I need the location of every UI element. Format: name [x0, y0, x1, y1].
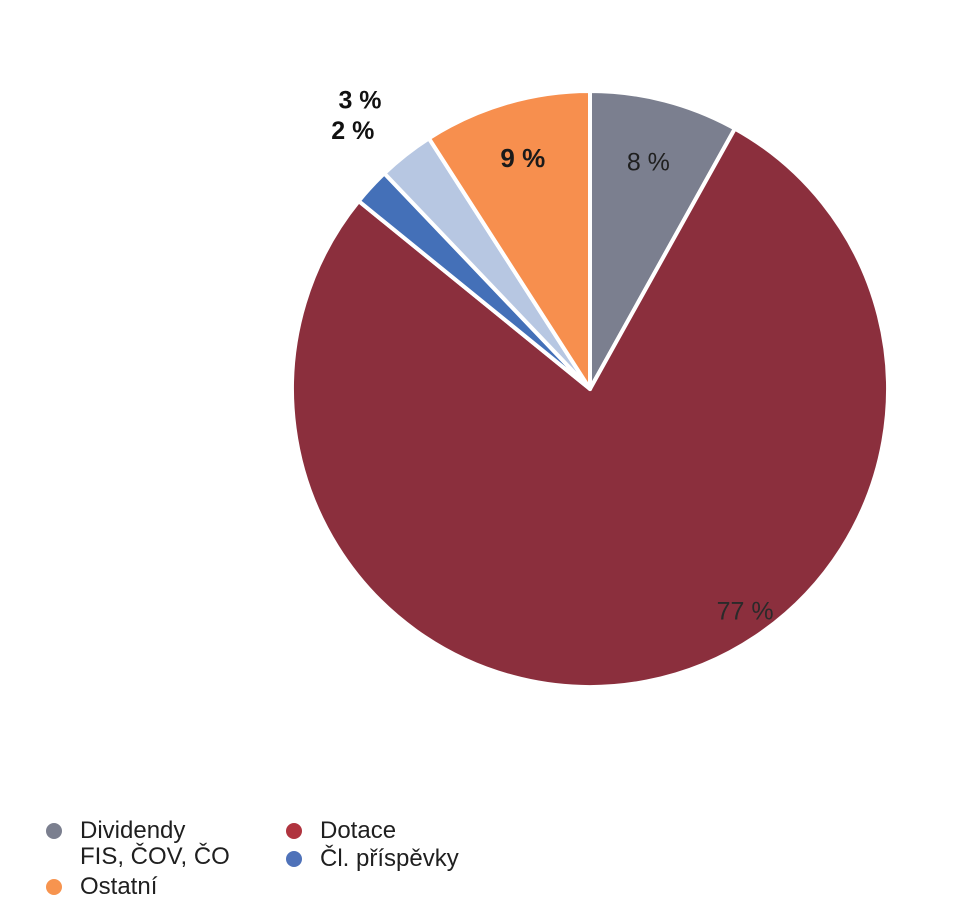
legend-item-ostatni: Ostatní	[46, 874, 157, 900]
legend-swatch-dividendy	[46, 823, 62, 839]
pie-slice-0	[588, 89, 737, 391]
legend-swatch-dotace	[286, 823, 302, 839]
pie-data-label-0: 8 %	[627, 149, 670, 177]
pie-data-label-3: 3 %	[338, 87, 381, 115]
pie-data-label-1: 77 %	[717, 598, 774, 626]
legend-item-prispevky: Čl. příspěvky	[286, 846, 459, 872]
legend-swatch-ostatni	[46, 879, 62, 895]
pie-slice-4	[426, 89, 592, 391]
legend-label-dividendy: Dividendy FIS, ČOV, ČO	[80, 817, 230, 870]
pie-data-label-2: 2 %	[331, 117, 374, 145]
legend-swatch-prispevky	[286, 851, 302, 867]
legend-item-dotace: Dotace	[286, 818, 396, 844]
pie-data-label-4: 9 %	[500, 143, 545, 173]
legend-label-prispevky: Čl. příspěvky	[320, 845, 459, 872]
legend-label-ostatni: Ostatní	[80, 873, 158, 900]
legend: Dividendy FIS, ČOV, ČO Dotace Čl. příspě…	[40, 812, 560, 900]
legend-item-dividendy: Dividendy FIS, ČOV, ČO	[46, 818, 230, 870]
legend-label-dotace: Dotace	[320, 817, 397, 844]
